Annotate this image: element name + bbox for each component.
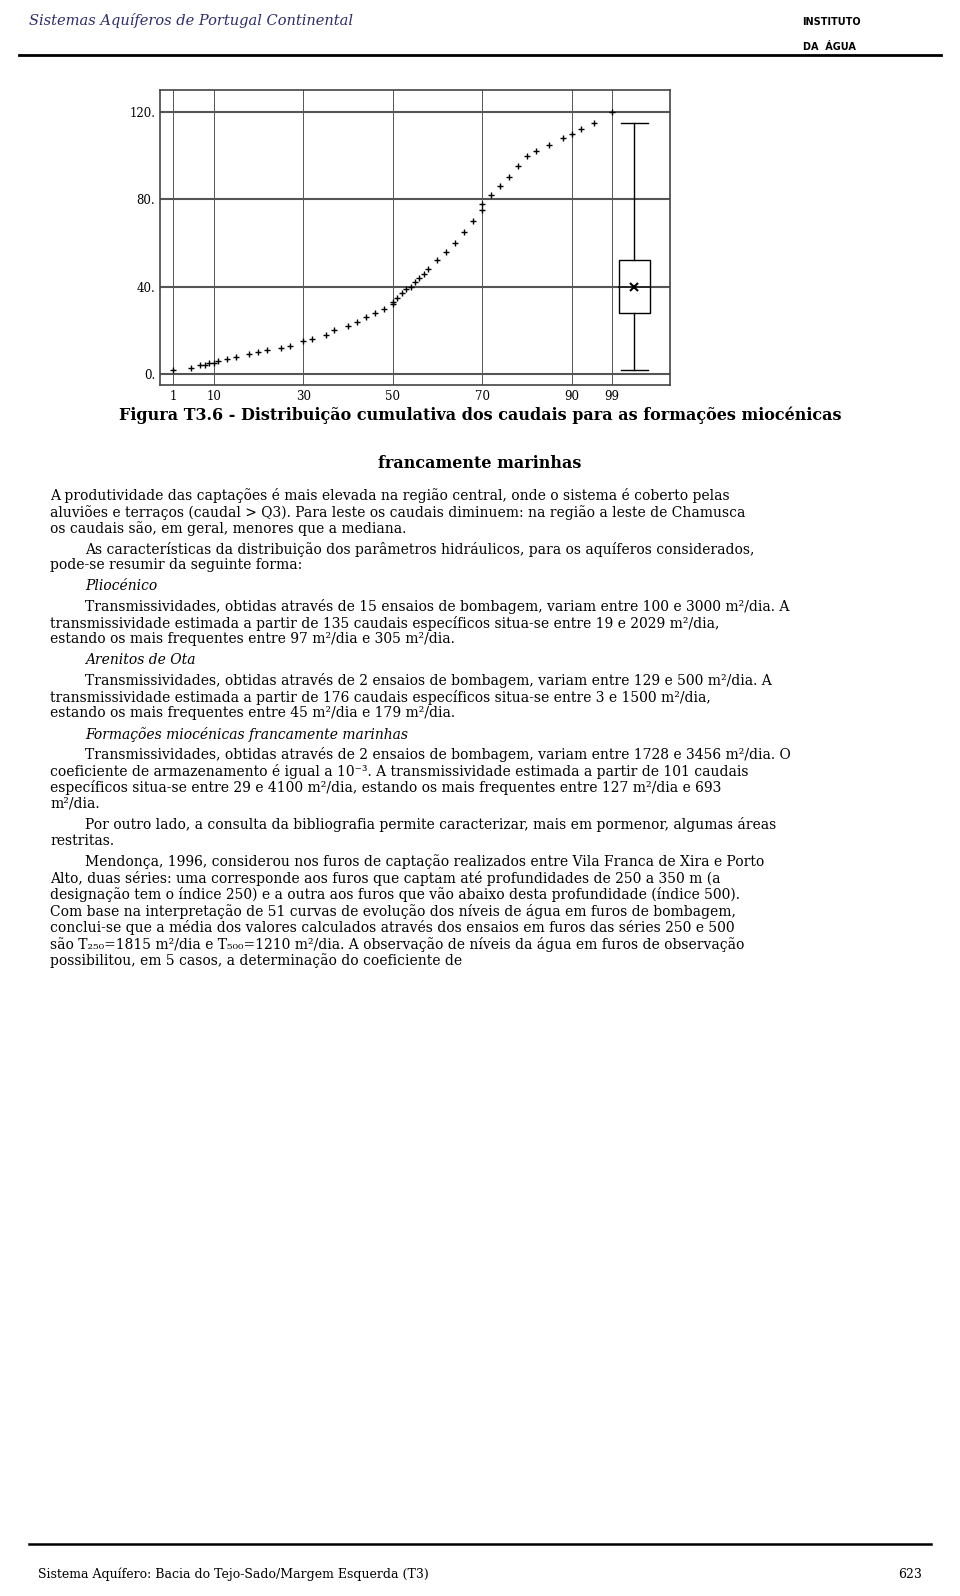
Text: francamente marinhas: francamente marinhas <box>378 455 582 472</box>
Text: os caudais são, em geral, menores que a mediana.: os caudais são, em geral, menores que a … <box>50 522 406 536</box>
Text: Transmissividades, obtidas através de 15 ensaios de bombagem, variam entre 100 e: Transmissividades, obtidas através de 15… <box>84 598 789 614</box>
Text: transmissividade estimada a partir de 135 caudais específicos situa-se entre 19 : transmissividade estimada a partir de 13… <box>50 616 719 630</box>
Text: Pliocénico: Pliocénico <box>84 579 157 592</box>
Text: Figura T3.6 - Distribuição cumulativa dos caudais para as formações miocénicas: Figura T3.6 - Distribuição cumulativa do… <box>119 407 841 425</box>
Text: estando os mais frequentes entre 45 m²/dia e 179 m²/dia.: estando os mais frequentes entre 45 m²/d… <box>50 707 455 720</box>
Text: são T₂₅₀=1815 m²/dia e T₅₀₀=1210 m²/dia. A observação de níveis da água em furos: são T₂₅₀=1815 m²/dia e T₅₀₀=1210 m²/dia.… <box>50 937 744 951</box>
Text: específicos situa-se entre 29 e 4100 m²/dia, estando os mais frequentes entre 12: específicos situa-se entre 29 e 4100 m²/… <box>50 780 721 795</box>
Text: Formações miocénicas francamente marinhas: Formações miocénicas francamente marinha… <box>84 726 408 742</box>
Text: As características da distribuição dos parâmetros hidráulicos, para os aquíferos: As características da distribuição dos p… <box>84 541 755 557</box>
Text: designação tem o índice 250) e a outra aos furos que vão abaixo desta profundida: designação tem o índice 250) e a outra a… <box>50 887 740 902</box>
Text: INSTITUTO: INSTITUTO <box>803 16 861 27</box>
Text: DA  ÁGUA: DA ÁGUA <box>803 41 855 51</box>
Text: pode-se resumir da seguinte forma:: pode-se resumir da seguinte forma: <box>50 559 302 573</box>
Text: Transmissividades, obtidas através de 2 ensaios de bombagem, variam entre 129 e : Transmissividades, obtidas através de 2 … <box>84 674 772 688</box>
Text: coeficiente de armazenamento é igual a 10⁻³. A transmissividade estimada a parti: coeficiente de armazenamento é igual a 1… <box>50 764 749 779</box>
Text: estando os mais frequentes entre 97 m²/dia e 305 m²/dia.: estando os mais frequentes entre 97 m²/d… <box>50 632 455 646</box>
Text: conclui-se que a média dos valores calculados através dos ensaios em furos das s: conclui-se que a média dos valores calcu… <box>50 921 734 935</box>
Text: Transmissividades, obtidas através de 2 ensaios de bombagem, variam entre 1728 e: Transmissividades, obtidas através de 2 … <box>84 747 790 763</box>
Text: possibilitou, em 5 casos, a determinação do coeficiente de: possibilitou, em 5 casos, a determinação… <box>50 953 462 969</box>
Text: transmissividade estimada a partir de 176 caudais específicos situa-se entre 3 e: transmissividade estimada a partir de 17… <box>50 689 710 705</box>
Text: A produtividade das captações é mais elevada na região central, onde o sistema é: A produtividade das captações é mais ele… <box>50 488 730 503</box>
Text: Sistema Aquífero: Bacia do Tejo-Sado/Margem Esquerda (T3): Sistema Aquífero: Bacia do Tejo-Sado/Mar… <box>38 1567 429 1582</box>
Text: 623: 623 <box>898 1569 922 1582</box>
Text: aluviões e terraços (caudal > Q3). Para leste os caudais diminuem: na região a l: aluviões e terraços (caudal > Q3). Para … <box>50 504 745 520</box>
Text: Mendonça, 1996, considerou nos furos de captação realizados entre Vila Franca de: Mendonça, 1996, considerou nos furos de … <box>84 854 764 870</box>
Text: Por outro lado, a consulta da bibliografia permite caracterizar, mais em pormeno: Por outro lado, a consulta da bibliograf… <box>84 817 776 832</box>
Text: Sistemas Aquíferos de Portugal Continental: Sistemas Aquíferos de Portugal Continent… <box>29 13 353 29</box>
Text: m²/dia.: m²/dia. <box>50 796 100 811</box>
Text: Alto, duas séries: uma corresponde aos furos que captam até profundidades de 250: Alto, duas séries: uma corresponde aos f… <box>50 871 721 886</box>
Bar <box>618 260 650 313</box>
Text: Arenitos de Ota: Arenitos de Ota <box>84 653 195 667</box>
Text: restritas.: restritas. <box>50 833 114 847</box>
Text: Com base na interpretação de 51 curvas de evolução dos níveis de água em furos d: Com base na interpretação de 51 curvas d… <box>50 903 736 919</box>
